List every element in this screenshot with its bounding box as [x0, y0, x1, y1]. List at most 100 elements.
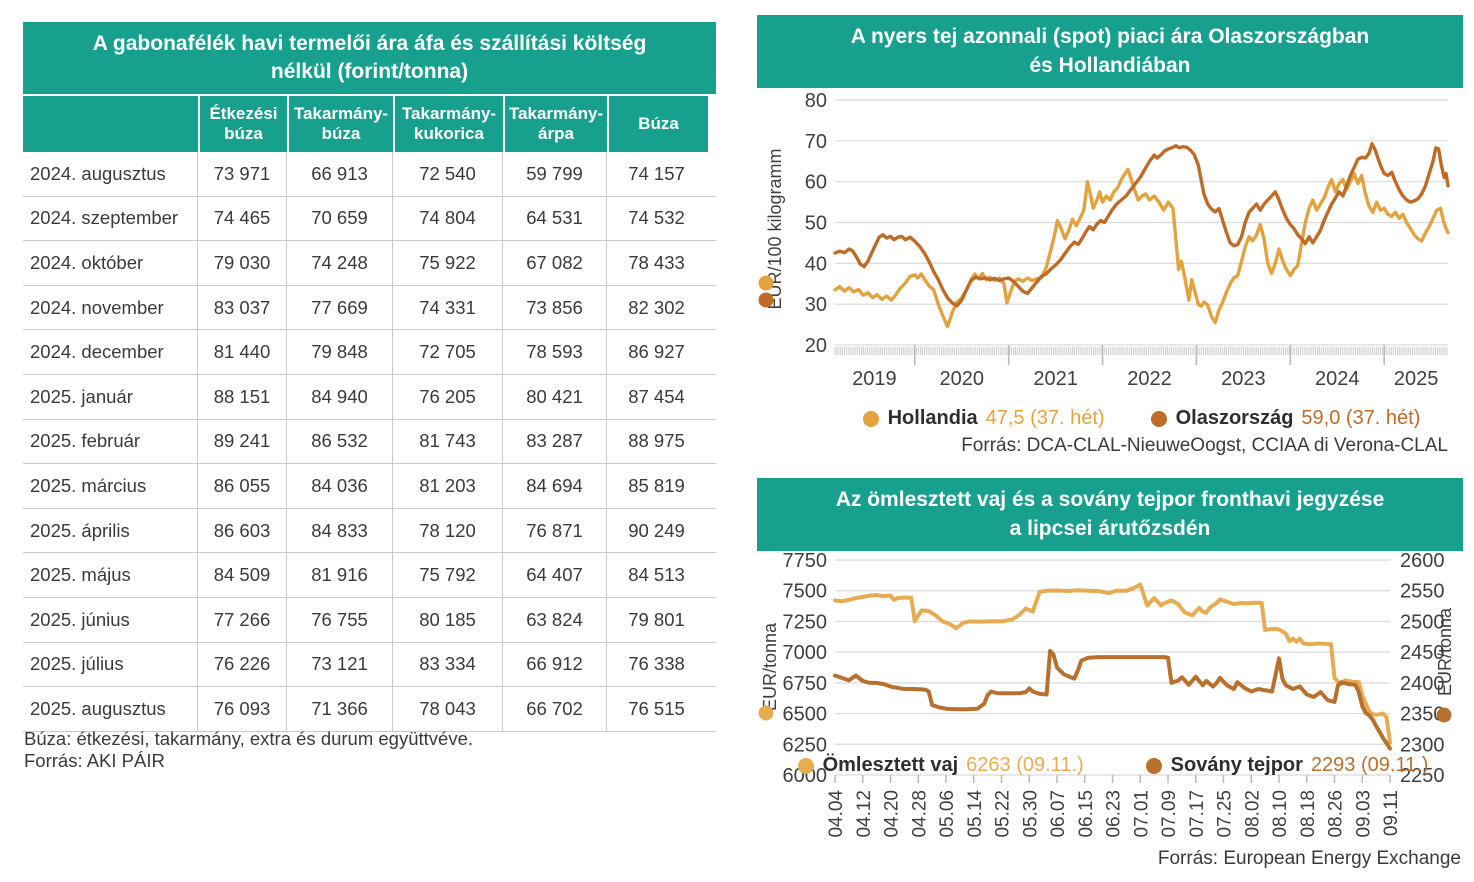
row-value-cell: 76 515 — [628, 697, 685, 719]
dairy-chart-svg: 6000 2250 6250 2300 6500 2350 6750 2400 7000 2450… — [758, 552, 1455, 838]
row-value-cell: 76 226 — [198, 642, 287, 687]
row-value-cell: 74 465 — [198, 196, 287, 241]
row-value-cell: 76 871 — [503, 508, 607, 553]
row-value-cell: 74 331 — [393, 285, 503, 330]
svg-text:6250: 6250 — [783, 734, 828, 756]
row-value-cell: 86 532 — [287, 419, 393, 464]
svg-text:05.14: 05.14 — [965, 790, 986, 838]
dairy-chart-card: Az ömlesztett vaj és a sovány tejpor fro… — [757, 478, 1463, 880]
svg-text:2024: 2024 — [1315, 368, 1360, 390]
table-row: 2025. január 88 151 84 940 76 205 80 421 87 4… — [23, 374, 716, 420]
row-value-cell: 74 804 — [393, 196, 503, 241]
svg-text:2023: 2023 — [1221, 368, 1266, 390]
dairy-chart-title: Az ömlesztett vaj és a sovány tejpor fro… — [757, 478, 1463, 551]
hollandia-dot-icon — [862, 410, 879, 427]
row-month-label: 2025. július — [23, 642, 198, 687]
legend-value: 2293 (09.11.) — [1310, 754, 1429, 776]
olaszorszag-dot-icon — [1150, 410, 1167, 427]
legend-item-vaj: Ömlesztett vaj 6263 (09.11.) — [797, 754, 1084, 777]
header-cell: Búza — [609, 96, 708, 152]
tejpor-dot-icon — [1145, 757, 1162, 774]
dairy-legend: Ömlesztett vaj 6263 (09.11.) Sovány tejp… — [797, 754, 1428, 777]
legend-label: Hollandia — [887, 407, 978, 429]
row-month-label: 2024. augusztus — [23, 152, 198, 196]
svg-text:09.03: 09.03 — [1353, 790, 1374, 838]
row-value-cell: 84 940 — [287, 374, 393, 419]
row-value-cell: 66 702 — [503, 687, 607, 731]
header-cell-empty — [23, 96, 198, 152]
svg-text:50: 50 — [805, 213, 827, 235]
row-value-cell: 78 120 — [393, 508, 503, 553]
svg-text:04.28: 04.28 — [909, 790, 930, 838]
table-row: 2024. november 83 037 77 669 74 331 73 856 82… — [23, 285, 716, 331]
svg-text:2300: 2300 — [1400, 734, 1445, 756]
row-value-cell: 63 824 — [503, 597, 607, 642]
row-month-label: 2024. december — [23, 330, 198, 374]
milk-chart-card: A nyers tej azonnali (spot) piaci ára Ol… — [757, 15, 1463, 467]
svg-text:06.07: 06.07 — [1048, 790, 1069, 838]
row-value-cell: 70 659 — [287, 196, 393, 241]
row-value-cell: 71 366 — [287, 687, 393, 731]
row-month-label: 2025. január — [23, 374, 198, 419]
svg-text:08.02: 08.02 — [1242, 790, 1263, 838]
svg-text:08.18: 08.18 — [1298, 790, 1319, 838]
row-value-cell: 76 755 — [287, 597, 393, 642]
legend-value: 6263 (09.11.) — [966, 754, 1084, 776]
svg-text:2350: 2350 — [1400, 704, 1445, 726]
row-value-cell: 67 082 — [503, 241, 607, 285]
row-value-cell: 77 669 — [287, 285, 393, 330]
table-row: 2024. augusztus 73 971 66 913 72 540 59 799 7… — [23, 152, 716, 197]
svg-text:2600: 2600 — [1400, 552, 1445, 572]
row-value-cell: 75 922 — [393, 241, 503, 285]
table-source: Forrás: AKI PÁIR — [24, 750, 165, 771]
svg-text:05.30: 05.30 — [1020, 790, 1041, 838]
row-value-cell: 81 440 — [198, 330, 287, 374]
row-value-cell: 88 975 — [628, 430, 685, 452]
legend-value: 47,5 (37. hét) — [985, 407, 1105, 429]
milk-chart-source: Forrás: DCA-CLAL-NieuweOogst, CCIAA di V… — [961, 435, 1448, 456]
row-value-cell: 76 338 — [628, 653, 685, 675]
svg-text:20: 20 — [805, 335, 827, 357]
row-month-label: 2025. augusztus — [23, 687, 198, 731]
legend-value: 59,0 (37. hét) — [1301, 407, 1421, 429]
table-row: 2025. július 76 226 73 121 83 334 66 912 76 3… — [23, 642, 716, 688]
grain-table-body: 2024. augusztus 73 971 66 913 72 540 59 799 7… — [23, 152, 716, 732]
svg-text:80: 80 — [805, 90, 827, 112]
row-month-label: 2025. május — [23, 553, 198, 597]
table-footnote: Búza: étkezési, takarmány, extra és duru… — [24, 728, 474, 749]
svg-text:04.20: 04.20 — [882, 790, 903, 838]
svg-text:40: 40 — [805, 253, 827, 275]
svg-text:2400: 2400 — [1400, 673, 1445, 695]
row-month-label: 2024. november — [23, 285, 198, 330]
row-value-cell: 78 433 — [628, 251, 685, 273]
row-value-cell: 83 334 — [393, 642, 503, 687]
svg-text:04.12: 04.12 — [854, 790, 875, 838]
row-value-cell: 83 287 — [503, 419, 607, 464]
legend-label: Sovány tejpor — [1170, 754, 1303, 776]
row-value-cell: 84 513 — [628, 564, 685, 586]
row-month-label: 2025. február — [23, 419, 198, 464]
row-value-cell: 80 421 — [503, 374, 607, 419]
grain-table-header: Étkezési búza Takarmány- búza Takarmány- k… — [23, 96, 716, 152]
row-value-cell: 72 540 — [393, 152, 503, 196]
row-value-cell: 76 093 — [198, 687, 287, 731]
svg-text:04.04: 04.04 — [826, 790, 847, 838]
row-value-cell: 81 743 — [393, 419, 503, 464]
row-value-cell: 81 203 — [393, 464, 503, 508]
svg-text:EUR/100 kilogramm: EUR/100 kilogramm — [765, 148, 785, 309]
row-value-cell: 90 249 — [628, 519, 685, 541]
row-value-cell: 72 705 — [393, 330, 503, 374]
row-value-cell: 84 036 — [287, 464, 393, 508]
header-cell: Takarmány- árpa — [505, 96, 607, 152]
milk-chart-svg: 20 30 40 50 60 70 80 2019 2020 2021 2022 2023 2024 20… — [758, 90, 1450, 390]
svg-text:2020: 2020 — [939, 368, 984, 390]
row-value-cell: 84 694 — [503, 464, 607, 508]
svg-text:05.06: 05.06 — [937, 790, 958, 838]
table-row: 2025. augusztus 76 093 71 366 78 043 66 702 7… — [23, 687, 716, 732]
row-value-cell: 87 454 — [628, 385, 685, 407]
svg-text:30: 30 — [805, 294, 827, 316]
row-month-label: 2025. március — [23, 464, 198, 508]
svg-text:7750: 7750 — [783, 552, 828, 572]
svg-text:6000: 6000 — [783, 765, 828, 787]
